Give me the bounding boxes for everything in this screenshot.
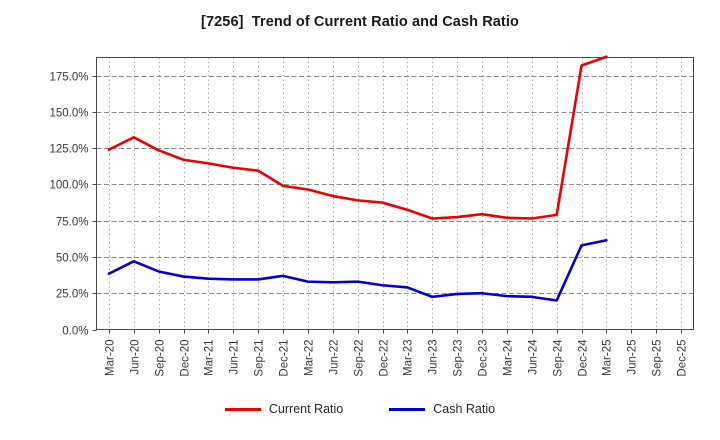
x-axis-tick-label: Jun-23 <box>428 340 440 375</box>
x-axis-tick-labels: Mar-20 Jun-20 Sep-20 Dec-20 Mar-21 Jun-21 Sep-… <box>105 339 689 377</box>
x-axis-tick-label: Mar-20 <box>105 340 117 376</box>
x-axis-tick-label: Sep-23 <box>453 340 465 377</box>
y-axis-tick-label: 50.0% <box>56 253 89 265</box>
y-axis-tick-label: 0.0% <box>62 326 88 338</box>
y-axis-tick-label: 100.0% <box>49 180 88 192</box>
gridlines-vertical <box>109 57 682 330</box>
x-axis-tick-label: Dec-20 <box>180 340 192 377</box>
chart-legend: Current Ratio Cash Ratio <box>0 403 720 416</box>
y-axis-tick-label: 125.0% <box>49 144 88 156</box>
legend-item-current-ratio: Current Ratio <box>224 402 344 416</box>
y-axis-ticks <box>92 76 97 331</box>
y-axis-tick-label: 175.0% <box>49 72 88 84</box>
x-axis-tick-label: Jun-21 <box>229 340 241 375</box>
x-axis-tick-label: Sep-24 <box>553 339 565 377</box>
x-axis-tick-label: Dec-21 <box>279 340 291 377</box>
x-axis-tick-label: Jun-22 <box>329 340 341 375</box>
x-axis-tick-label: Dec-22 <box>379 340 391 377</box>
chart-title: [7256] Trend of Current Ratio and Cash R… <box>201 14 519 30</box>
gridlines-horizontal <box>96 76 694 294</box>
legend-swatch-cash-ratio <box>389 407 426 411</box>
data-series-group <box>107 55 608 302</box>
x-axis-tick-label: Jun-20 <box>130 340 142 375</box>
legend-label-current-ratio: Current Ratio <box>268 402 344 416</box>
y-axis-tick-label: 75.0% <box>56 217 89 229</box>
plot-border <box>96 57 694 330</box>
series-line-cash-ratio <box>107 238 608 302</box>
x-axis-tick-label: Sep-20 <box>155 340 167 377</box>
x-axis-tick-label: Mar-23 <box>403 340 415 376</box>
x-axis-tick-label: Sep-21 <box>254 340 266 377</box>
x-axis-tick-label: Sep-22 <box>354 340 366 377</box>
x-axis-tick-label: Jun-25 <box>627 340 639 375</box>
y-axis-tick-labels: 0.0% 25.0% 50.0% 75.0% 100.0% 125.0% 150.0% 175… <box>49 72 88 338</box>
legend-item-cash-ratio: Cash Ratio <box>389 403 495 416</box>
y-axis-tick-label: 25.0% <box>56 289 89 301</box>
legend-swatch-current-ratio <box>224 407 261 411</box>
x-axis-tick-label: Dec-25 <box>677 340 689 377</box>
y-axis-tick-label: 150.0% <box>49 108 88 120</box>
series-line-current-ratio <box>107 55 608 220</box>
x-axis-tick-label: Mar-22 <box>304 340 316 376</box>
x-axis-tick-label: Mar-24 <box>503 339 515 376</box>
x-axis-tick-label: Jun-24 <box>528 339 540 375</box>
x-axis-ticks <box>109 329 682 334</box>
x-axis-tick-label: Mar-25 <box>602 340 614 376</box>
x-axis-tick-label: Dec-23 <box>478 340 490 377</box>
x-axis-tick-label: Sep-25 <box>652 340 664 377</box>
x-axis-tick-label: Mar-21 <box>204 340 216 376</box>
x-axis-tick-label: Dec-24 <box>578 339 590 377</box>
legend-label-cash-ratio: Cash Ratio <box>433 402 496 416</box>
